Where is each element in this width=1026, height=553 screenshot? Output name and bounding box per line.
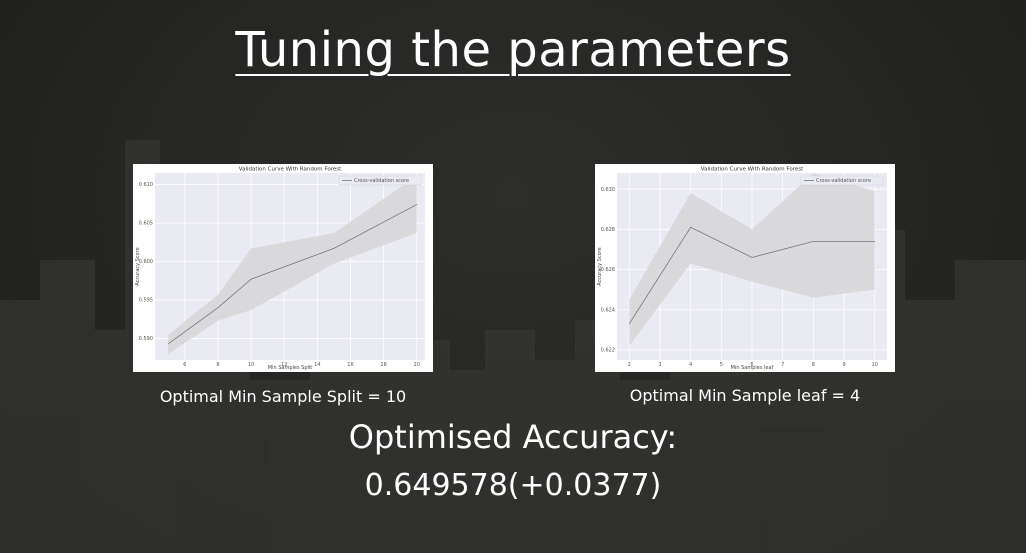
chart-svg-min-samples-leaf: 2 3 4 5 6 7 8 9 10 0.622 0.624 0.626 0.628 0.630 Cross… xyxy=(597,167,887,371)
y-tick-label: 0.626 xyxy=(601,267,615,273)
legend-box xyxy=(800,175,884,186)
x-tick-label: 3 xyxy=(658,362,661,368)
caption-optimal-split: Optimal Min Sample Split = 10 xyxy=(159,387,407,406)
data-point xyxy=(690,226,692,228)
chart-svg-min-samples-split: 6 8 10 12 14 16 18 20 0.590 0.595 0.600 0.605 0.610 C… xyxy=(135,167,425,371)
x-tick-label: 7 xyxy=(781,362,784,368)
data-point xyxy=(751,257,753,258)
chart-title: Validation Curve With Random Forest xyxy=(701,167,804,173)
data-point xyxy=(333,248,335,249)
x-tick-label: 8 xyxy=(812,362,815,368)
x-tick-label: 20 xyxy=(414,362,420,368)
data-point xyxy=(250,278,252,280)
x-axis-label: Min Samples leaf xyxy=(731,365,774,371)
x-tick-label: 9 xyxy=(842,362,845,368)
data-point xyxy=(874,240,876,242)
chart-title: Validation Curve With Random Forest xyxy=(239,167,342,173)
confidence-band xyxy=(629,173,875,346)
x-axis-label: Min Samples Split xyxy=(268,365,313,371)
chart-min-samples-split: 6 8 10 12 14 16 18 20 0.590 0.595 0.600 0.605 0.610 C… xyxy=(133,164,433,372)
x-tick-label: 2 xyxy=(628,362,631,368)
x-tick-label: 16 xyxy=(347,362,353,368)
y-tick-label: 0.610 xyxy=(139,182,153,188)
data-point xyxy=(416,204,418,205)
x-tick-label: 8 xyxy=(216,362,219,368)
x-tick-label: 10 xyxy=(872,362,878,368)
chart-min-samples-leaf: 2 3 4 5 6 7 8 9 10 0.622 0.624 0.626 0.628 0.630 Cross… xyxy=(595,164,895,372)
x-tick-label: 10 xyxy=(248,362,254,368)
x-tick-label: 18 xyxy=(380,362,386,368)
y-axis-label: Accuracy Score xyxy=(135,247,141,285)
legend-label: Cross-validation score xyxy=(354,178,409,184)
y-tick-label: 0.590 xyxy=(139,336,153,342)
data-point xyxy=(628,323,630,325)
y-tick-label: 0.630 xyxy=(601,187,615,193)
y-axis-label: Accuracy Score xyxy=(597,247,603,285)
y-tick-label: 0.605 xyxy=(139,221,153,227)
y-tick-label: 0.628 xyxy=(601,227,615,233)
y-tick-label: 0.600 xyxy=(139,259,153,265)
data-point xyxy=(217,307,219,309)
x-tick-label: 6 xyxy=(183,362,186,368)
x-tick-label: 12 xyxy=(281,362,287,368)
data-point xyxy=(167,343,169,345)
optimised-accuracy-value: 0.649578(+0.0377) xyxy=(364,468,662,503)
legend-label: Cross-validation score xyxy=(816,178,871,184)
x-tick-label: 5 xyxy=(720,362,723,368)
optimised-accuracy-label: Optimised Accuracy: xyxy=(348,418,678,456)
legend-box xyxy=(338,175,422,186)
x-tick-label: 4 xyxy=(689,362,692,368)
caption-optimal-leaf: Optimal Min Sample leaf = 4 xyxy=(629,386,861,405)
x-tick-label: 6 xyxy=(750,362,753,368)
y-tick-label: 0.624 xyxy=(601,307,615,313)
confidence-band xyxy=(168,176,417,354)
y-tick-label: 0.622 xyxy=(601,348,615,354)
data-point xyxy=(812,240,814,242)
x-tick-label: 14 xyxy=(314,362,320,368)
page-title: Tuning the parameters xyxy=(235,22,791,78)
y-tick-label: 0.595 xyxy=(139,298,153,304)
